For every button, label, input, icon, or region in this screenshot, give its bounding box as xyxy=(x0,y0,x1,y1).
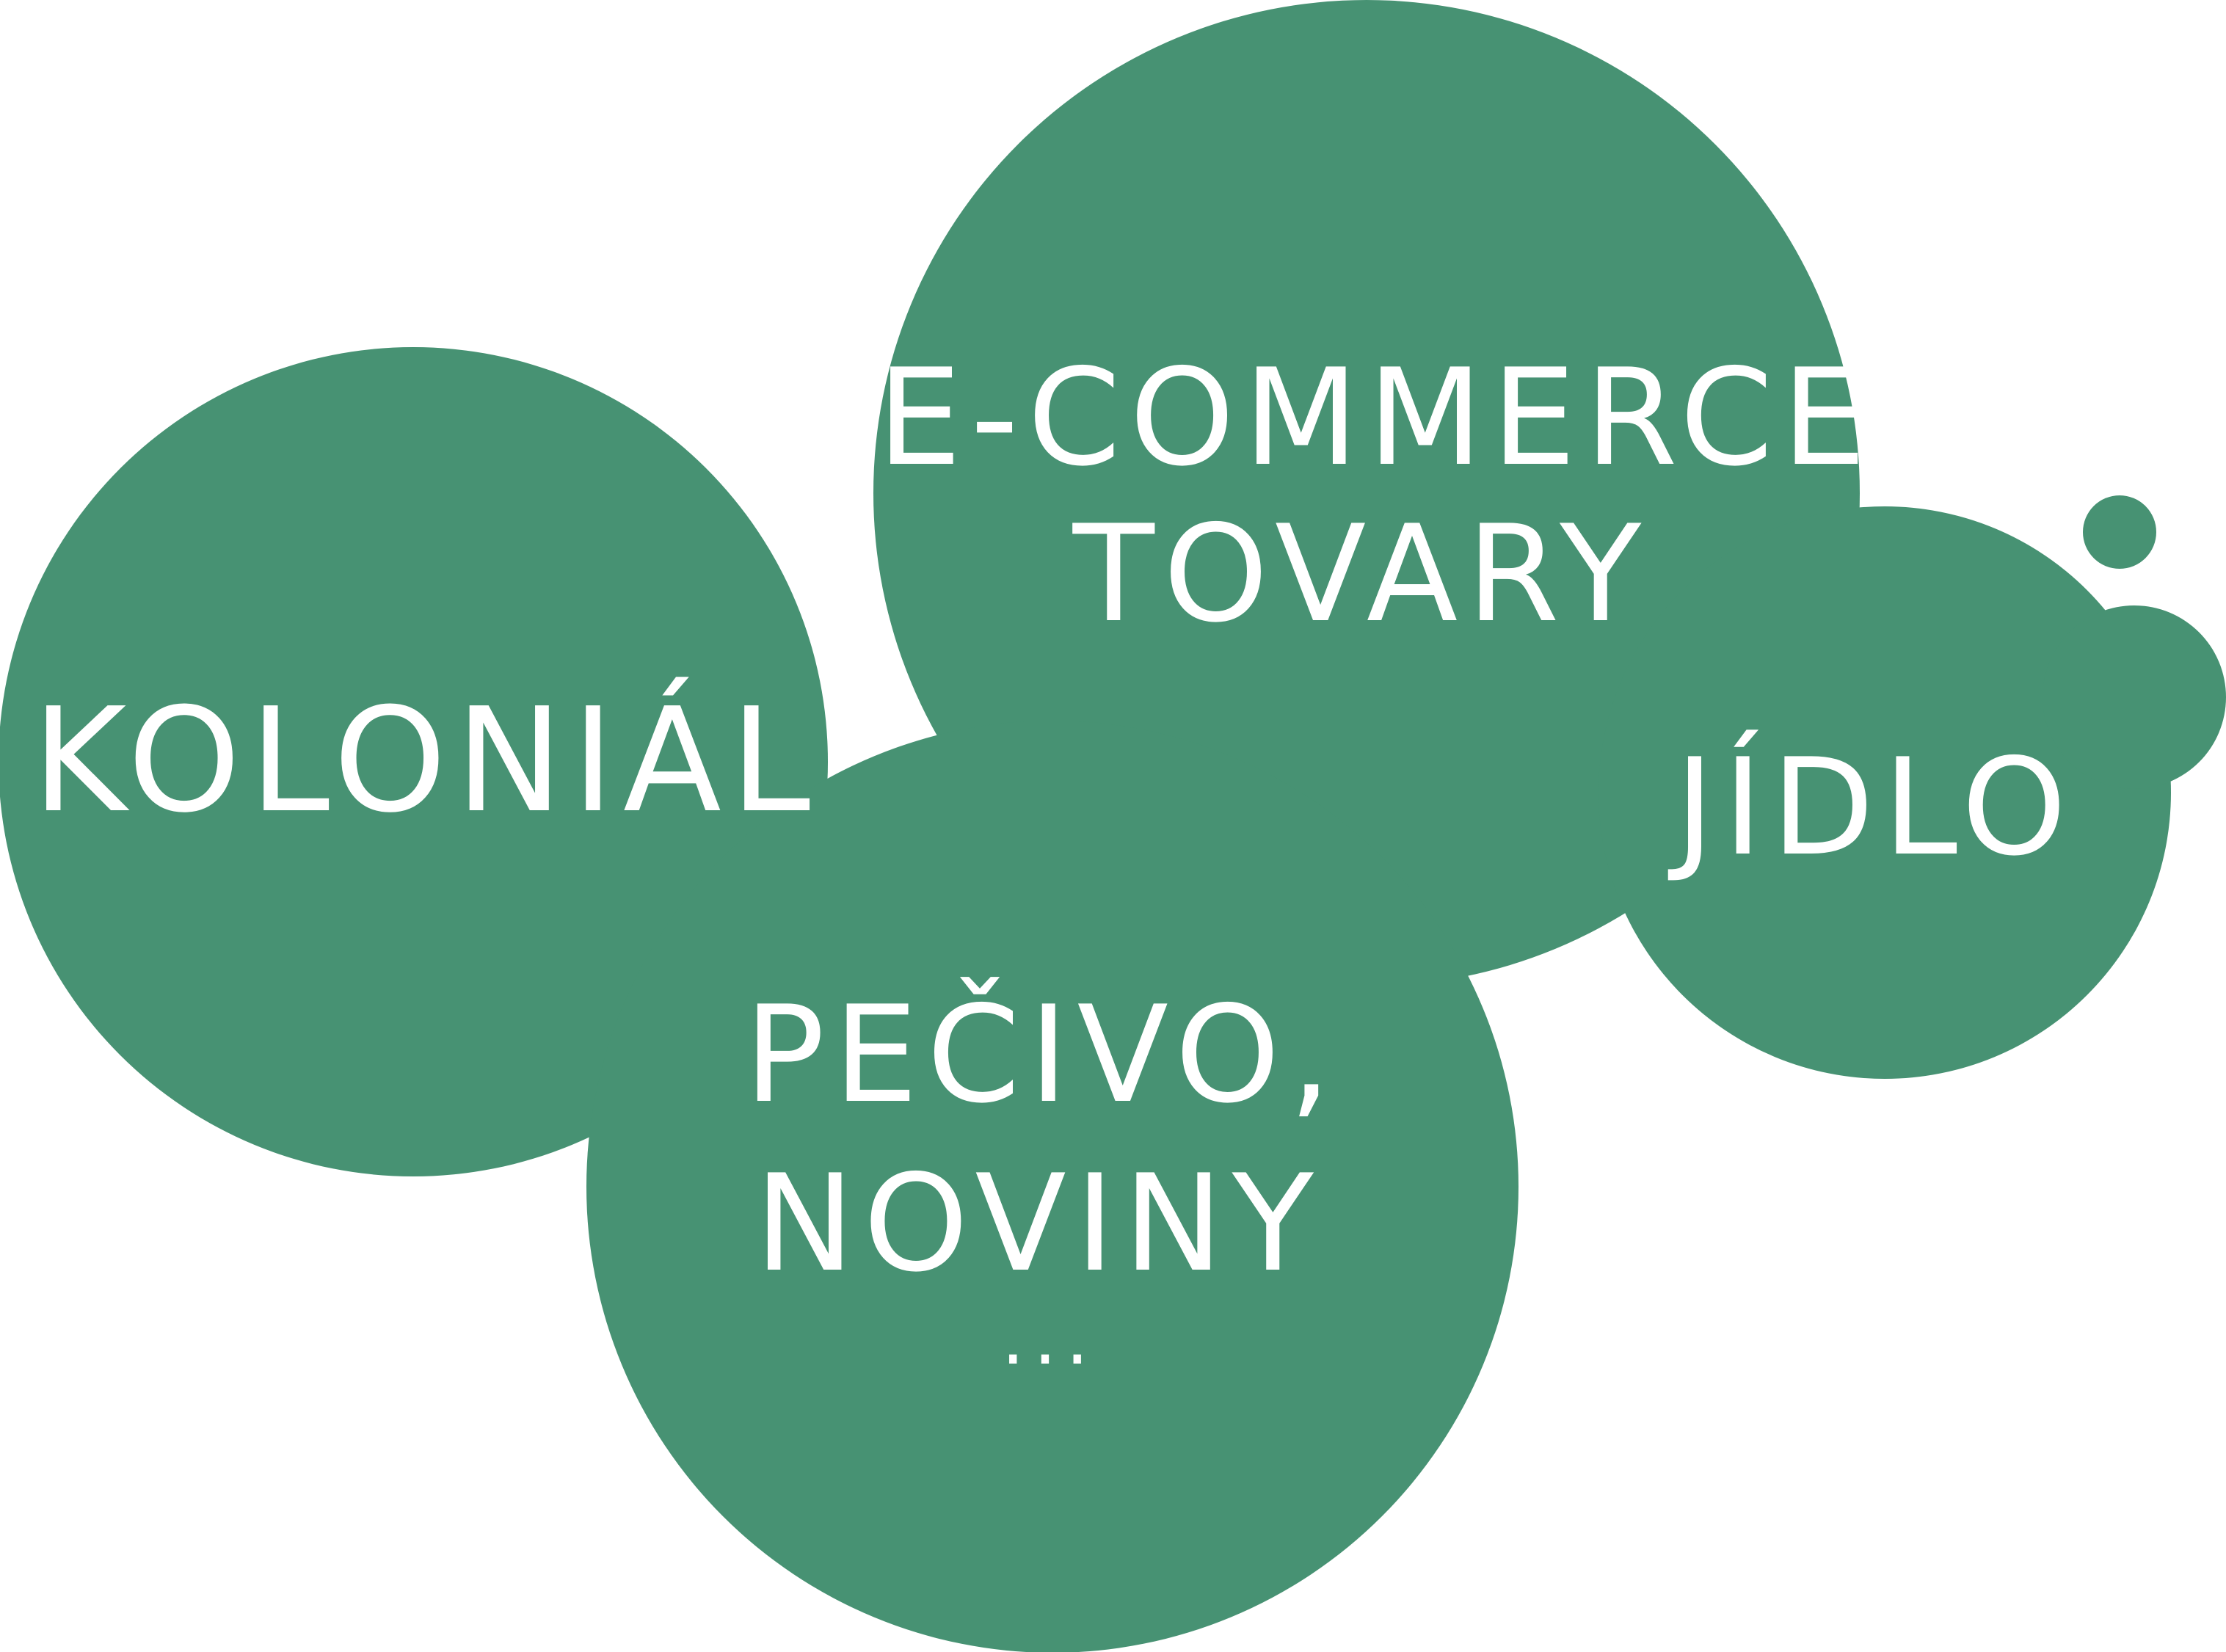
pecivo-label-line2: NOVINY xyxy=(754,1146,1323,1301)
ecommerce-label-line2: TOVARY xyxy=(1072,496,1651,652)
bubble-dot xyxy=(2083,495,2156,569)
pecivo-label-line1: PEČIVO, xyxy=(744,977,1340,1132)
kolonial-label: KOLONIÁL xyxy=(32,676,819,845)
bubble-kolonial xyxy=(0,347,828,1176)
ecommerce-label-line1: E-COMMERCE xyxy=(877,340,1875,495)
pecivo-ellipsis: ... xyxy=(1001,1295,1097,1381)
bubble-pecivo xyxy=(586,721,1518,1652)
jidlo-label: JÍDLO xyxy=(1667,729,2076,885)
bubble-jidlo-small xyxy=(2043,605,2226,789)
bubble-jidlo xyxy=(1598,506,2171,1079)
